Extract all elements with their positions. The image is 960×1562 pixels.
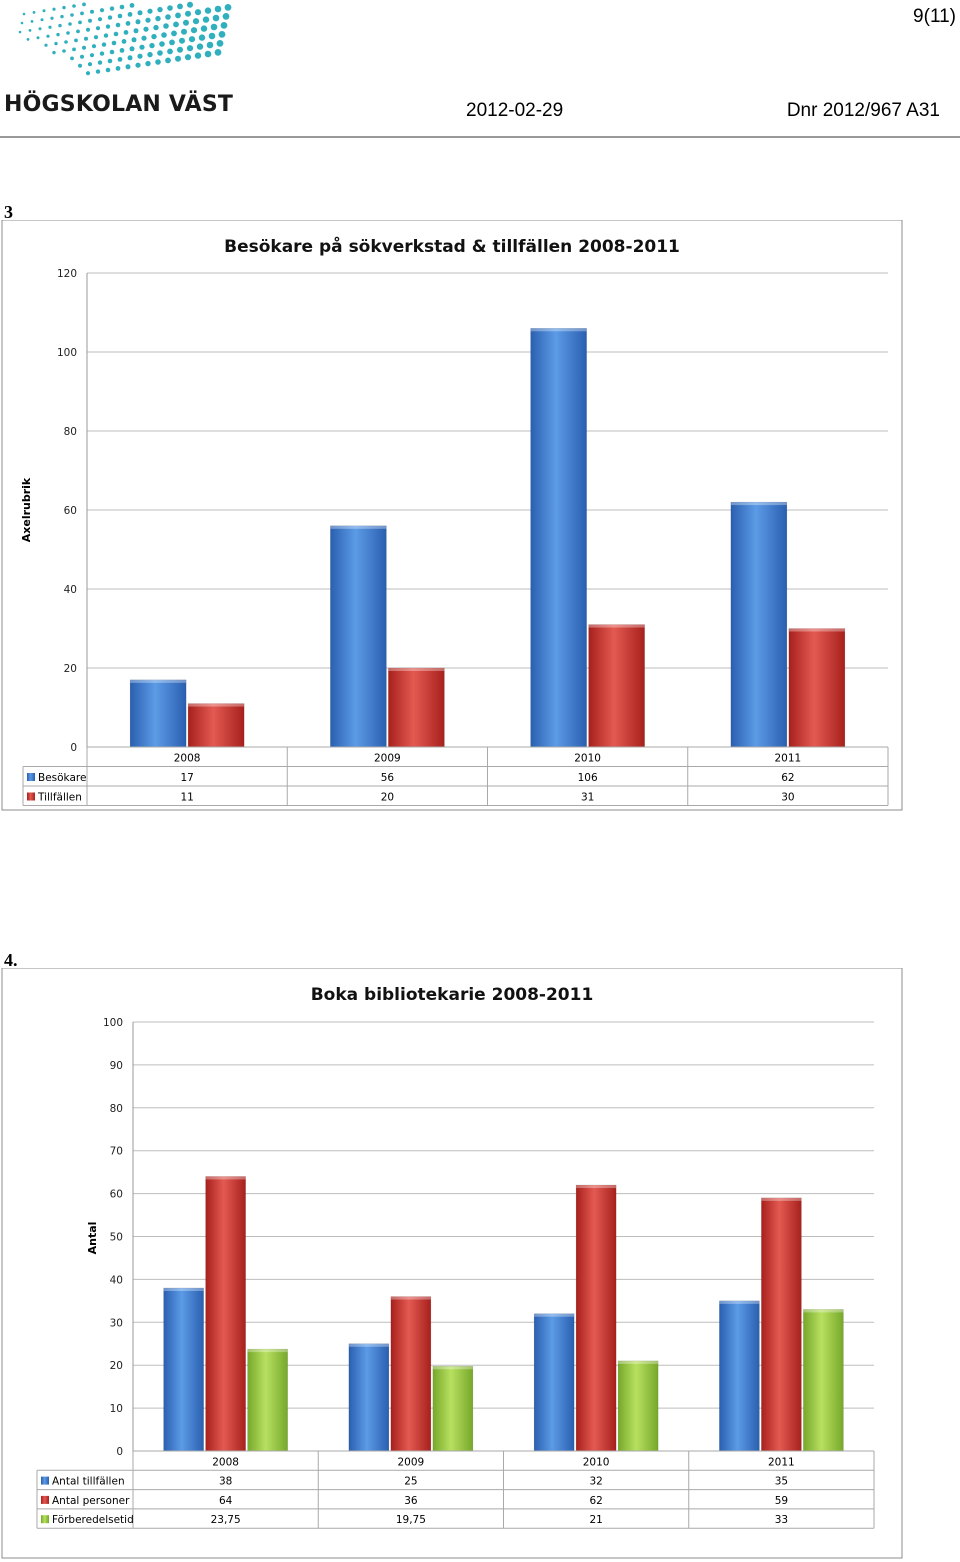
chart-besokare: Besökare på sökverkstad & tillfällen 200… <box>1 220 903 811</box>
legend-swatch <box>41 1515 49 1524</box>
legend-label: Antal tillfällen <box>52 1476 125 1488</box>
data-label: 17 <box>180 772 193 784</box>
data-label: 106 <box>578 772 598 784</box>
header-divider <box>0 136 960 138</box>
section-number-4: 4. <box>4 950 18 970</box>
legend-label: Antal personer <box>52 1495 130 1507</box>
bar-tillfällen-2011 <box>788 628 846 748</box>
x-tick-label: 2009 <box>374 753 401 765</box>
bar-antal-personer-2009 <box>390 1296 432 1452</box>
data-label: 20 <box>381 792 394 804</box>
x-tick-label: 2010 <box>574 753 601 765</box>
y-tick-label: 50 <box>110 1232 123 1244</box>
chart-boka-bibliotekarie: Boka bibliotekarie 2008-2011 Antal 0 10 20 30… <box>1 968 903 1559</box>
bar-antal-tillfällen-2009 <box>348 1343 390 1452</box>
y-tick-label: 40 <box>64 584 77 596</box>
data-label: 64 <box>219 1495 233 1507</box>
data-label: 11 <box>180 792 193 804</box>
legend-label: Tillfällen <box>37 792 82 804</box>
chart-title: Besökare på sökverkstad & tillfällen 200… <box>224 235 680 257</box>
data-label: 62 <box>589 1495 602 1507</box>
y-tick-label: 80 <box>64 426 77 438</box>
page-number: 9(11) <box>913 6 956 27</box>
legend-swatch <box>27 792 35 801</box>
x-tick-label: 2011 <box>768 1456 795 1468</box>
bar-antal-personer-2008 <box>205 1176 246 1452</box>
logo-dots-icon <box>18 1 232 76</box>
bar-tillfällen-2009 <box>388 667 445 748</box>
data-label: 19,75 <box>396 1514 426 1526</box>
y-tick-label: 40 <box>110 1274 123 1286</box>
legend-swatch <box>41 1495 49 1504</box>
document-date: 2012-02-29 <box>466 100 564 121</box>
x-tick-label: 2008 <box>212 1456 239 1468</box>
bar-besökare-2008 <box>129 679 187 748</box>
data-label: 31 <box>581 792 594 804</box>
bar-förberedelsetid-2009 <box>432 1366 474 1452</box>
data-label: 32 <box>589 1476 602 1488</box>
bar-antal-tillfällen-2008 <box>163 1287 204 1452</box>
x-tick-label: 2009 <box>398 1456 425 1468</box>
bar-tillfällen-2010 <box>588 624 645 748</box>
data-label: 23,75 <box>211 1514 241 1526</box>
data-label: 21 <box>589 1514 602 1526</box>
y-tick-label: 60 <box>110 1189 123 1201</box>
y-tick-label: 10 <box>110 1403 123 1415</box>
y-tick-label: 0 <box>70 742 77 754</box>
chart-title: Boka bibliotekarie 2008-2011 <box>311 985 594 1005</box>
data-label: 62 <box>781 772 794 784</box>
y-tick-label: 90 <box>110 1060 123 1072</box>
y-tick-label: 30 <box>110 1317 123 1329</box>
data-label: 36 <box>404 1495 418 1507</box>
x-tick-label: 2010 <box>583 1456 610 1468</box>
bar-besökare-2009 <box>330 525 387 748</box>
bar-besökare-2011 <box>730 501 788 748</box>
chart-frame <box>1 968 903 1559</box>
y-tick-label: 100 <box>103 1017 123 1029</box>
data-label: 56 <box>381 772 395 784</box>
bar-tillfällen-2008 <box>187 703 245 748</box>
data-label: 25 <box>404 1476 417 1488</box>
bar-antal-tillfällen-2011 <box>719 1300 760 1452</box>
x-tick-label: 2008 <box>174 753 201 765</box>
y-axis-label: Axelrubrik <box>20 477 33 542</box>
y-tick-label: 0 <box>116 1446 123 1458</box>
y-tick-label: 20 <box>64 663 77 675</box>
y-axis-label: Antal <box>86 1222 99 1255</box>
page-header: HÖGSKOLAN VÄST 9(11) 2012-02-29 Dnr 2012… <box>0 0 960 140</box>
bar-förberedelsetid-2008 <box>247 1348 288 1452</box>
data-label: 59 <box>775 1495 788 1507</box>
bar-antal-tillfällen-2010 <box>533 1313 575 1452</box>
bar-förberedelsetid-2011 <box>803 1309 844 1452</box>
data-label: 30 <box>781 792 794 804</box>
y-tick-label: 70 <box>110 1146 123 1158</box>
bar-förberedelsetid-2010 <box>617 1360 659 1452</box>
legend-label: Förberedelsetid <box>52 1514 134 1526</box>
legend-label: Besökare <box>38 772 86 784</box>
y-tick-label: 20 <box>110 1360 123 1372</box>
data-label: 38 <box>219 1476 232 1488</box>
bar-besökare-2010 <box>530 328 587 748</box>
x-tick-label: 2011 <box>775 753 802 765</box>
logo-text: HÖGSKOLAN VÄST <box>4 92 234 117</box>
y-tick-label: 80 <box>110 1103 123 1115</box>
document-reference: Dnr 2012/967 A31 <box>786 100 940 121</box>
legend-swatch <box>41 1476 49 1485</box>
legend-swatch <box>27 773 35 781</box>
y-tick-label: 60 <box>64 505 77 517</box>
y-tick-label: 120 <box>57 268 77 280</box>
data-label: 33 <box>775 1514 788 1526</box>
y-tick-label: 100 <box>57 347 77 359</box>
data-label: 35 <box>775 1476 788 1488</box>
section-number-3: 3 <box>4 202 13 222</box>
bar-antal-personer-2010 <box>575 1184 617 1452</box>
bar-antal-personer-2011 <box>761 1197 802 1452</box>
